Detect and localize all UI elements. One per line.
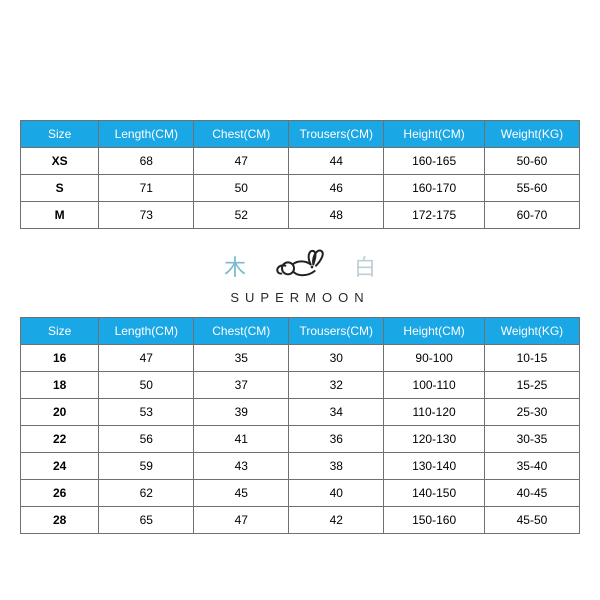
brand-text: SUPERMOON [20, 290, 580, 305]
adult-cell: S [21, 175, 99, 202]
kids-cell: 65 [99, 507, 194, 534]
adult-cell: 48 [289, 202, 384, 229]
table-row: 22564136120-13030-35 [21, 426, 580, 453]
adult-cell: 50-60 [484, 148, 579, 175]
kids-header-0: Size [21, 318, 99, 345]
kids-size-table: SizeLength(CM)Chest(CM)Trousers(CM)Heigh… [20, 317, 580, 534]
cjk-char-left: 木 [224, 250, 246, 282]
adult-cell: 55-60 [484, 175, 579, 202]
kids-cell: 120-130 [384, 426, 485, 453]
kids-cell: 47 [99, 345, 194, 372]
adult-cell: 68 [99, 148, 194, 175]
kids-cell: 130-140 [384, 453, 485, 480]
kids-cell: 100-110 [384, 372, 485, 399]
kids-cell: 90-100 [384, 345, 485, 372]
adult-size-table: SizeLength(CM)Chest(CM)Trousers(CM)Heigh… [20, 120, 580, 229]
kids-cell: 10-15 [484, 345, 579, 372]
kids-cell: 47 [194, 507, 289, 534]
kids-cell: 20 [21, 399, 99, 426]
kids-cell: 150-160 [384, 507, 485, 534]
kids-cell: 56 [99, 426, 194, 453]
kids-cell: 45 [194, 480, 289, 507]
kids-cell: 16 [21, 345, 99, 372]
kids-cell: 34 [289, 399, 384, 426]
kids-cell: 32 [289, 372, 384, 399]
kids-header-3: Trousers(CM) [289, 318, 384, 345]
kids-cell: 59 [99, 453, 194, 480]
kids-cell: 45-50 [484, 507, 579, 534]
kids-cell: 35-40 [484, 453, 579, 480]
kids-cell: 43 [194, 453, 289, 480]
adult-cell: 172-175 [384, 202, 485, 229]
rabbit-icon [272, 247, 328, 284]
adult-header-1: Length(CM) [99, 121, 194, 148]
adult-cell: 50 [194, 175, 289, 202]
table-row: S715046160-17055-60 [21, 175, 580, 202]
adult-cell: 47 [194, 148, 289, 175]
brand-logo-block: 木 白 SUPERMOON [20, 247, 580, 305]
kids-header-4: Height(CM) [384, 318, 485, 345]
kids-cell: 39 [194, 399, 289, 426]
kids-cell: 24 [21, 453, 99, 480]
adult-cell: XS [21, 148, 99, 175]
kids-cell: 35 [194, 345, 289, 372]
kids-cell: 30 [289, 345, 384, 372]
adult-header-3: Trousers(CM) [289, 121, 384, 148]
logo-row: 木 白 [20, 247, 580, 284]
table-row: 20533934110-12025-30 [21, 399, 580, 426]
table-row: 28654742150-16045-50 [21, 507, 580, 534]
table-row: 18503732100-11015-25 [21, 372, 580, 399]
kids-cell: 140-150 [384, 480, 485, 507]
adult-cell: 60-70 [484, 202, 579, 229]
adult-cell: 52 [194, 202, 289, 229]
adult-header-0: Size [21, 121, 99, 148]
kids-cell: 28 [21, 507, 99, 534]
kids-cell: 26 [21, 480, 99, 507]
table-row: 1647353090-10010-15 [21, 345, 580, 372]
cjk-char-right: 白 [354, 250, 376, 282]
kids-cell: 50 [99, 372, 194, 399]
kids-header-1: Length(CM) [99, 318, 194, 345]
adult-cell: 46 [289, 175, 384, 202]
kids-cell: 40-45 [484, 480, 579, 507]
adult-cell: 73 [99, 202, 194, 229]
kids-header-5: Weight(KG) [484, 318, 579, 345]
table-row: 24594338130-14035-40 [21, 453, 580, 480]
kids-cell: 37 [194, 372, 289, 399]
kids-header-2: Chest(CM) [194, 318, 289, 345]
kids-cell: 110-120 [384, 399, 485, 426]
kids-cell: 18 [21, 372, 99, 399]
adult-cell: 71 [99, 175, 194, 202]
adult-header-5: Weight(KG) [484, 121, 579, 148]
table-row: M735248172-17560-70 [21, 202, 580, 229]
kids-cell: 41 [194, 426, 289, 453]
kids-cell: 42 [289, 507, 384, 534]
table-row: XS684744160-16550-60 [21, 148, 580, 175]
kids-cell: 25-30 [484, 399, 579, 426]
kids-cell: 53 [99, 399, 194, 426]
adult-cell: 44 [289, 148, 384, 175]
adult-header-4: Height(CM) [384, 121, 485, 148]
kids-cell: 40 [289, 480, 384, 507]
kids-cell: 62 [99, 480, 194, 507]
adult-header-2: Chest(CM) [194, 121, 289, 148]
adult-cell: 160-165 [384, 148, 485, 175]
table-row: 26624540140-15040-45 [21, 480, 580, 507]
size-chart-page: SizeLength(CM)Chest(CM)Trousers(CM)Heigh… [0, 0, 600, 600]
kids-cell: 30-35 [484, 426, 579, 453]
kids-cell: 38 [289, 453, 384, 480]
kids-cell: 22 [21, 426, 99, 453]
kids-cell: 36 [289, 426, 384, 453]
adult-cell: M [21, 202, 99, 229]
kids-cell: 15-25 [484, 372, 579, 399]
adult-cell: 160-170 [384, 175, 485, 202]
